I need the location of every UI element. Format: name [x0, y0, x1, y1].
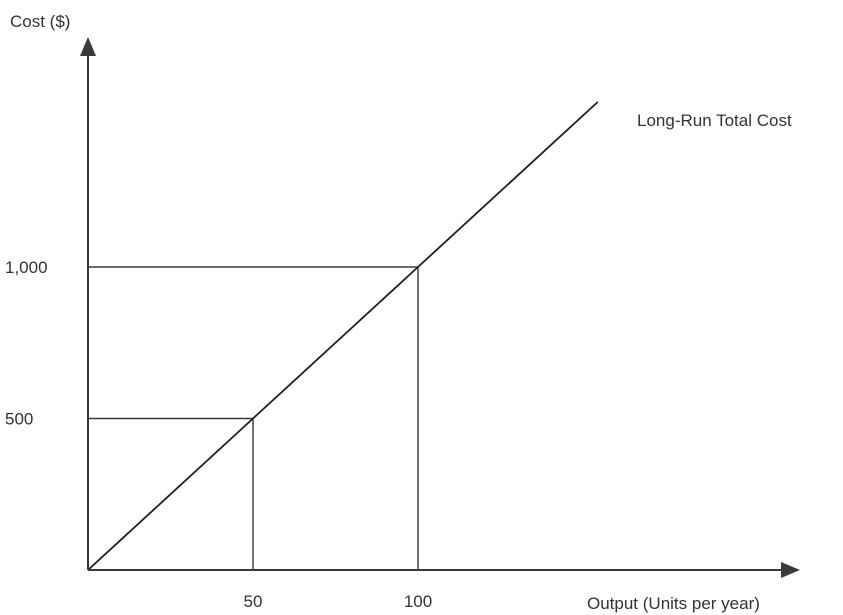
series-layer — [87, 101, 599, 571]
x-axis-label: Output (Units per year) — [587, 594, 760, 613]
tick-labels: 50 100 500 1,000 — [5, 258, 432, 611]
x-tick-label-0: 50 — [244, 592, 263, 611]
x-tick-label-1: 100 — [404, 592, 432, 611]
y-tick-label-1: 1,000 — [5, 258, 48, 277]
y-axis-arrow — [80, 37, 96, 56]
axes — [80, 37, 800, 578]
reference-lines — [88, 266, 419, 570]
y-axis-label: Cost ($) — [10, 12, 70, 31]
x-axis-arrow — [781, 562, 800, 578]
series-label: Long-Run Total Cost — [637, 111, 792, 130]
y-tick-label-0: 500 — [5, 410, 33, 429]
series-line-0 — [87, 101, 599, 571]
